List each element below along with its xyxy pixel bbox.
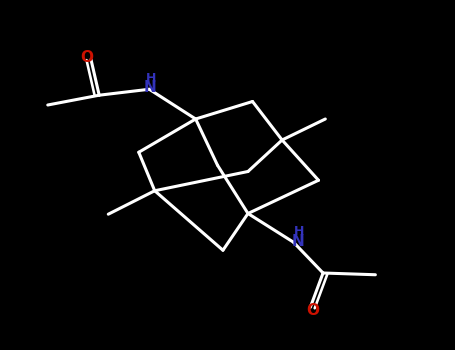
Text: N: N (292, 234, 304, 249)
Text: N: N (144, 80, 157, 95)
Text: H: H (294, 225, 304, 238)
Text: O: O (306, 303, 319, 317)
Text: O: O (80, 50, 93, 65)
Text: H: H (146, 72, 156, 85)
